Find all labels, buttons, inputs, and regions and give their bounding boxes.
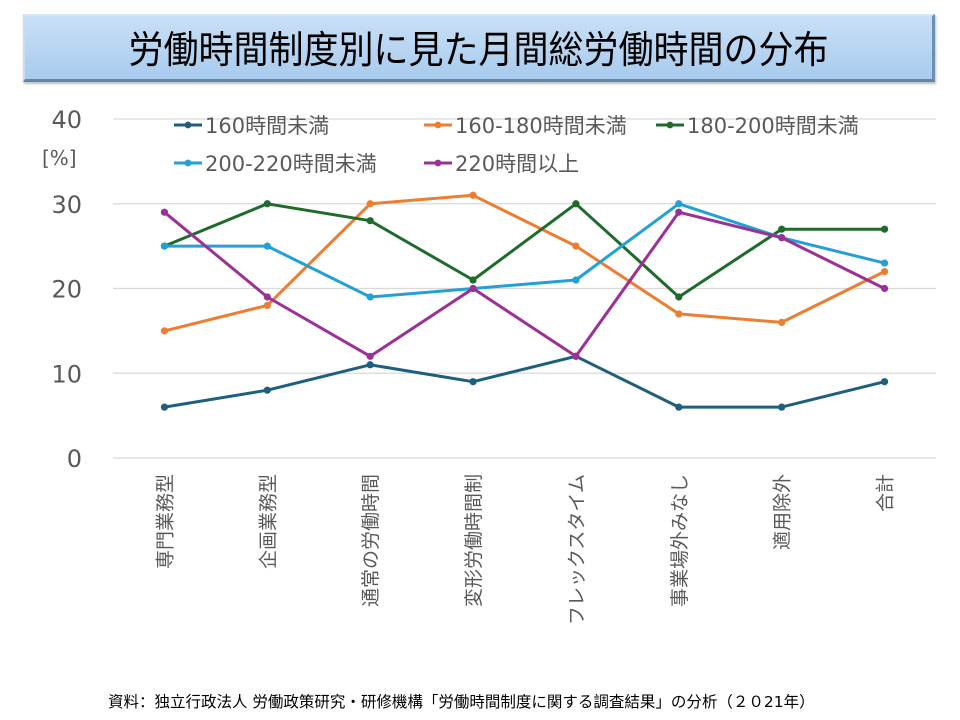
- series-line: [164, 354, 885, 409]
- y-tick-label: 10: [51, 360, 82, 388]
- data-point: [675, 310, 683, 318]
- series-1: [160, 352, 889, 411]
- chart-title: 労働時間制度別に見た月間総労働時間の分布: [128, 29, 829, 73]
- data-point: [263, 386, 271, 394]
- legend-marker-icon: [434, 121, 442, 129]
- x-category-label: フレックスタイム: [566, 474, 588, 625]
- legend-label: 200-220時間未満: [205, 152, 377, 176]
- data-point: [366, 293, 374, 301]
- data-point: [675, 403, 683, 411]
- data-point: [778, 318, 786, 326]
- legend-label: 220時間以上: [455, 152, 579, 176]
- series-5: [160, 208, 889, 360]
- gridlines: [113, 118, 936, 459]
- series-line: [163, 202, 885, 299]
- data-point: [263, 301, 271, 310]
- legend-label: 160-180時間未満: [455, 114, 627, 138]
- data-point: [160, 242, 169, 250]
- data-point: [469, 191, 477, 199]
- data-point: [572, 352, 580, 360]
- data-point: [880, 259, 889, 267]
- data-point: [366, 352, 374, 360]
- data-point: [572, 200, 580, 208]
- legend-label: 160時間未満: [205, 114, 329, 138]
- series-line: [163, 210, 886, 358]
- data-point: [880, 267, 889, 276]
- data-point: [263, 200, 271, 208]
- data-point: [469, 284, 477, 293]
- data-point: [263, 242, 271, 250]
- y-tick-label: 40: [51, 106, 82, 134]
- data-point: [160, 327, 169, 335]
- series-line: [164, 193, 886, 333]
- data-point: [675, 200, 683, 208]
- legend-marker-icon: [434, 159, 442, 167]
- data-point: [675, 293, 683, 301]
- title-banner: 労働時間制度別に見た月間総労働時間の分布: [23, 14, 935, 82]
- data-point: [675, 208, 683, 216]
- y-axis-ticks: 0 10 20 30 40: [51, 106, 82, 473]
- y-tick-label: 30: [51, 191, 82, 219]
- legend-label: 180-200時間未満: [687, 114, 859, 138]
- y-tick-label: 0: [67, 445, 82, 473]
- series-4: [160, 200, 889, 301]
- x-category-label: 事業場外みなし: [669, 474, 691, 607]
- legend-item: 160時間未満: [174, 114, 329, 138]
- series-2: [160, 191, 889, 335]
- legend-item: 220時間以上: [424, 152, 579, 176]
- data-point: [366, 217, 374, 225]
- legend: 160時間未満 160-180時間未満 180-200時間未満 200-220時間未満…: [174, 114, 859, 176]
- data-point: [778, 234, 786, 242]
- x-category-label: 適用除外: [772, 474, 794, 550]
- x-category-label: 合計: [875, 474, 897, 512]
- legend-marker-icon: [666, 121, 674, 129]
- data-point: [778, 403, 786, 411]
- data-point: [263, 293, 271, 301]
- data-point: [572, 242, 580, 250]
- x-axis-category-labels: 専門業務型 企画業務型 通常の労働時間 変形労働時間制 フレックスタイム 事業場外みなし 適…: [154, 474, 896, 625]
- y-axis-unit-label: [%]: [42, 146, 77, 170]
- data-point: [880, 225, 889, 233]
- source-note: 資料：独立行政法人 労働政策研究・研修機構「労働時間制度に関する調査結果」の分析…: [108, 693, 815, 711]
- series-lines: [160, 191, 889, 411]
- data-point: [469, 378, 477, 386]
- x-category-label: 企画業務型: [257, 474, 279, 569]
- data-point: [366, 361, 374, 369]
- data-point: [880, 378, 889, 386]
- y-tick-label: 20: [51, 276, 82, 304]
- data-point: [469, 276, 477, 284]
- data-point: [880, 284, 889, 293]
- data-point: [778, 225, 786, 233]
- legend-item: 200-220時間未満: [174, 152, 377, 176]
- x-category-label: 変形労働時間制: [463, 474, 485, 607]
- legend-marker-icon: [184, 159, 192, 167]
- x-category-label: 専門業務型: [154, 474, 176, 569]
- data-point: [160, 208, 169, 216]
- x-category-label: 通常の労働時間: [360, 474, 382, 607]
- legend-marker-icon: [184, 121, 192, 129]
- legend-item: 160-180時間未満: [424, 114, 627, 138]
- data-point: [366, 200, 374, 208]
- legend-item: 180-200時間未満: [656, 114, 859, 138]
- series-line: [164, 202, 885, 299]
- data-point: [572, 276, 580, 284]
- data-point: [160, 403, 169, 411]
